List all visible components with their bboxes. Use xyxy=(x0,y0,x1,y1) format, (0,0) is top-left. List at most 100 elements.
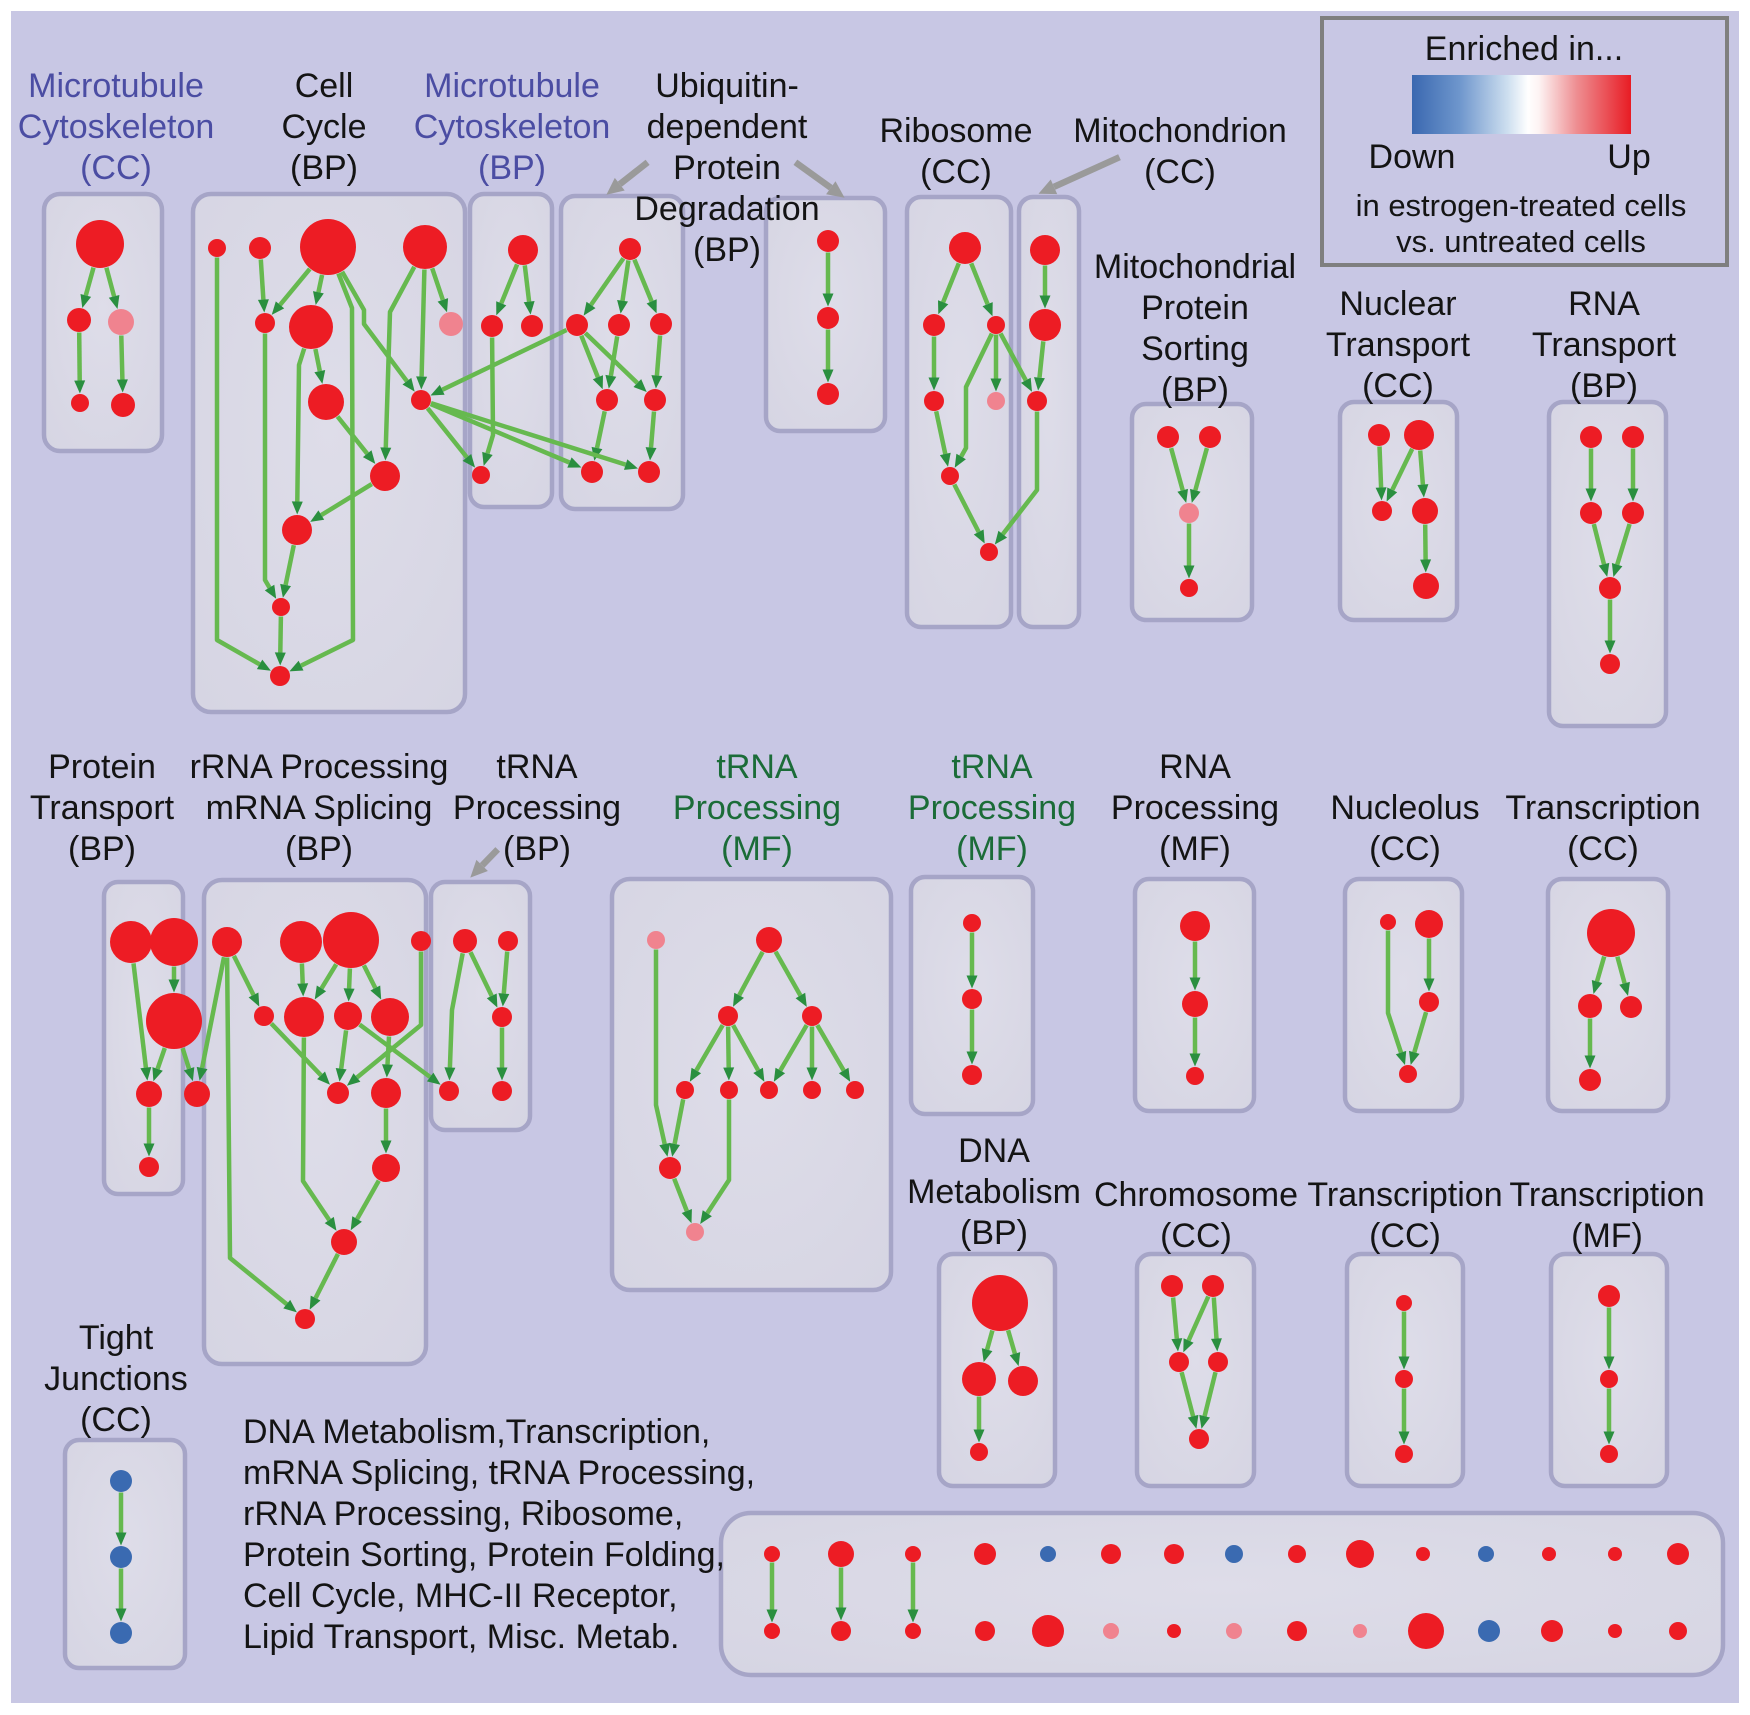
go-term-node-cc-n5 xyxy=(255,313,275,333)
go-term-node-trna_mf2-m xyxy=(962,989,982,1009)
cluster-label-line: DNA xyxy=(958,1132,1030,1170)
go-term-node-mt_cc-d xyxy=(71,394,89,412)
cluster-label-tr_cc3: Transcription (CC) xyxy=(1307,1176,1502,1255)
go-term-node-trna_bp-bl xyxy=(439,1081,459,1101)
edge-arrowhead xyxy=(994,530,1008,545)
note-line: Cell Cycle, MHC-II Receptor, xyxy=(243,1577,678,1615)
edge-line xyxy=(1615,523,1632,566)
edge-line xyxy=(1202,1371,1218,1417)
edge-arrowhead xyxy=(498,993,510,1007)
edge-line xyxy=(447,952,465,1068)
edge-line xyxy=(969,262,990,305)
go-term-node-mps-b xyxy=(1180,579,1198,597)
edge-arrowhead xyxy=(1021,377,1032,392)
go-term-node-ubi_l-ml xyxy=(566,314,588,336)
edge-line xyxy=(76,332,82,381)
edge-line xyxy=(1412,1011,1429,1054)
edge-arrowhead xyxy=(482,451,493,466)
go-term-node-trna_mf1-mr xyxy=(802,1006,822,1026)
edge-line xyxy=(773,950,803,997)
go-term-node-mt_bp-t xyxy=(508,235,538,265)
label-pointer-line xyxy=(617,159,650,187)
go-term-node-cc-n12 xyxy=(272,598,290,616)
edge-arrowhead xyxy=(1603,1431,1615,1445)
edge-arrowhead xyxy=(795,992,807,1007)
cluster-box-trna_mf1 xyxy=(609,876,894,1293)
edge-line xyxy=(269,1022,323,1077)
edge-arrowhead xyxy=(496,301,507,316)
edge-arrowhead xyxy=(324,1216,337,1231)
edge-arrowhead xyxy=(990,378,1002,392)
edge-arrowhead xyxy=(297,983,309,997)
go-term-node-mito-low xyxy=(1027,391,1047,411)
edge-line xyxy=(278,616,284,653)
edge-arrowhead xyxy=(583,301,596,316)
edge-arrowhead xyxy=(617,300,628,314)
go-term-node-misc-t4 xyxy=(974,1543,996,1565)
edge-arrowhead xyxy=(314,370,326,384)
go-term-node-misc-t1 xyxy=(764,1546,780,1562)
go-term-node-mt_bp-mr xyxy=(521,315,543,337)
edge-arrowhead xyxy=(753,1067,765,1082)
edge-arrowhead xyxy=(291,501,303,515)
note-line: DNA Metabolism,Transcription, xyxy=(243,1413,710,1451)
edge-line xyxy=(430,401,627,467)
cluster-label-line: (MF) xyxy=(956,830,1028,868)
go-term-node-ubi_r-t xyxy=(817,230,839,252)
edge-arrowhead xyxy=(1034,377,1045,391)
go-term-node-nt-ml xyxy=(1372,501,1392,521)
go-term-node-trna_mf1-b2 xyxy=(720,1081,738,1099)
edge-arrowhead xyxy=(966,975,978,989)
edge-arrowhead xyxy=(430,384,445,396)
note-line: Lipid Transport, Misc. Metab. xyxy=(243,1618,680,1656)
edge-line xyxy=(313,1252,340,1300)
cluster-label-line: Degradation xyxy=(634,190,819,228)
go-term-node-pt-tr xyxy=(150,918,198,966)
go-term-node-trna_mf1-ml xyxy=(718,1006,738,1026)
go-term-node-trna_mf1-b4 xyxy=(803,1081,821,1099)
go-term-node-rrna-n7 xyxy=(334,1002,362,1030)
cluster-label-line: (CC) xyxy=(920,153,992,191)
edge-line xyxy=(131,963,149,1068)
edge-arrowhead xyxy=(822,293,834,307)
cluster-label-line: (BP) xyxy=(290,149,358,187)
edge-arrowhead xyxy=(954,453,966,468)
go-term-node-rrna-n3 xyxy=(323,912,379,968)
edge-line xyxy=(1186,1295,1211,1342)
edge-arrowhead xyxy=(766,1609,778,1623)
go-term-node-trna_bp-t2 xyxy=(498,931,518,951)
edge-arrowhead xyxy=(733,992,744,1007)
go-term-node-pt-b xyxy=(139,1157,159,1177)
go-term-node-ubi_l-lr xyxy=(644,389,666,411)
go-term-node-mt_cc-b xyxy=(67,308,91,332)
go-term-node-misc-t12 xyxy=(1478,1546,1494,1562)
go-term-node-trna_mf1-b5 xyxy=(846,1081,864,1099)
cluster-label-line: RNA xyxy=(1568,285,1640,323)
edge-line xyxy=(355,951,424,1080)
cluster-label-line: (BP) xyxy=(285,830,353,868)
edge-arrowhead xyxy=(116,379,128,393)
edge-line xyxy=(952,483,981,534)
edge-arrowhead xyxy=(274,652,286,666)
go-term-node-nucl-b xyxy=(1399,1065,1417,1083)
go-term-node-tr_cc2-mr xyxy=(1620,996,1642,1018)
go-term-node-mito-m xyxy=(1029,309,1061,341)
go-term-node-ubi_l-bl xyxy=(581,461,603,483)
edge-line xyxy=(608,336,620,377)
edge-line xyxy=(385,1036,392,1065)
edge-arrowhead xyxy=(1584,1055,1596,1069)
cluster-label-mps: Mitochondrial Protein Sorting (BP) xyxy=(1094,248,1296,409)
cluster-box-chromo xyxy=(1134,1251,1257,1489)
cluster-label-trna_bp: tRNA Processing (BP) xyxy=(453,748,621,868)
go-term-node-chromo-tr xyxy=(1202,1275,1224,1297)
edge-arrowhead xyxy=(633,379,647,392)
cluster-label-line: (BP) xyxy=(68,830,136,868)
edge-line xyxy=(653,949,667,1145)
go-term-node-ubi_l-br xyxy=(638,461,660,483)
cluster-box-ribo xyxy=(904,194,1014,630)
edge-line xyxy=(430,267,445,301)
go-term-node-tj-m xyxy=(110,1546,132,1568)
edge-line xyxy=(654,335,663,376)
edge-line xyxy=(579,334,600,379)
